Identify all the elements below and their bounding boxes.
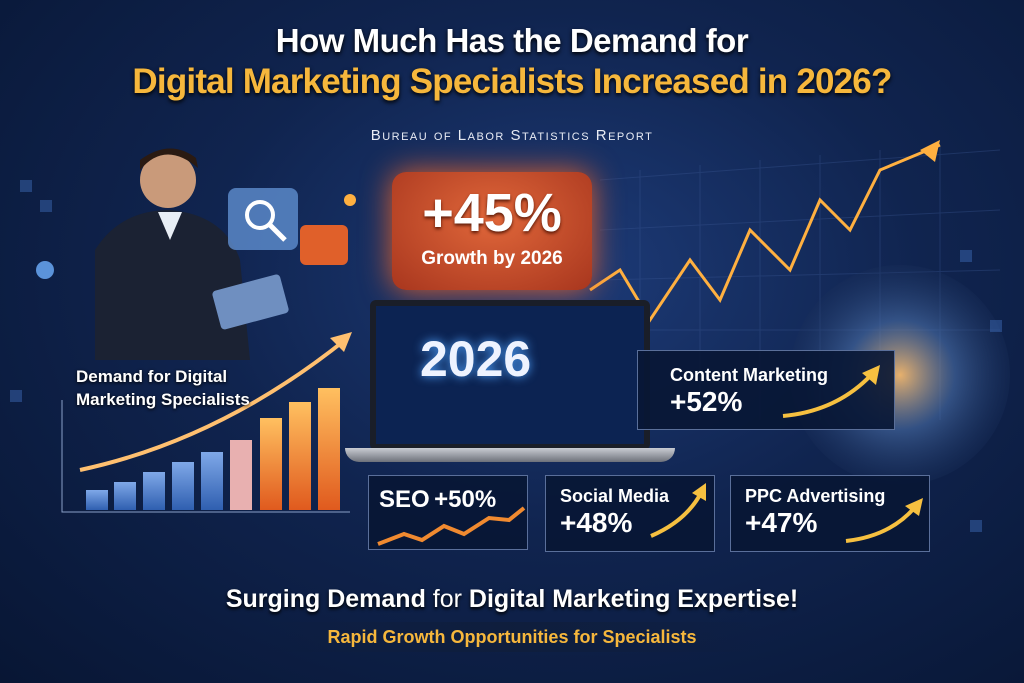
stat-value: +50% [434, 486, 497, 513]
stat-value: +47% [745, 507, 818, 538]
stat-label: Social Media [560, 486, 670, 506]
arrow-up-icon [920, 140, 940, 162]
subtitle: Bureau of Labor Statistics Report [370, 127, 654, 144]
tablet-icon [212, 274, 289, 330]
chat-icon [300, 225, 348, 265]
stat-ppc-advertising: PPC Advertising +47% [730, 475, 930, 552]
stat-label: SEO [379, 486, 430, 513]
title-line-2: Digital Marketing Specialists Increased … [132, 62, 892, 101]
title-line-1: How Much Has the Demand for [275, 22, 749, 59]
headline-part: for [425, 585, 469, 613]
stat-value: +52% [670, 386, 743, 417]
laptop-year: 2026 [420, 331, 532, 387]
growth-callout: +45% Growth by 2026 [392, 172, 592, 290]
search-icon [228, 188, 298, 250]
trend-line-icon [377, 506, 526, 546]
arrow-up-icon [845, 498, 923, 543]
demand-label: Demand for Digital Marketing Specialists [76, 365, 250, 411]
stat-label: PPC Advertising [745, 486, 886, 506]
laptop-screen [370, 300, 650, 450]
stat-content-marketing: Content Marketing +52% [637, 350, 895, 430]
growth-label: Growth by 2026 [421, 248, 563, 269]
stat-value: +48% [560, 507, 633, 538]
footer-headline: Surging Demand for Digital Marketing Exp… [0, 585, 1024, 614]
stat-social-media: Social Media +48% [545, 475, 715, 552]
laptop-keyboard [345, 448, 675, 462]
globe-icon [790, 265, 1010, 485]
growth-value: +45% [422, 183, 562, 243]
headline-part: Surging Demand [225, 585, 426, 613]
demand-label-line-1: Demand for Digital [76, 367, 228, 386]
footer-tagline: Rapid Growth Opportunities for Specialis… [262, 622, 762, 652]
arrow-up-icon [782, 365, 880, 418]
headline-part: Digital Marketing Expertise! [468, 585, 799, 613]
stat-label: Content Marketing [670, 365, 829, 385]
businessman-figure [95, 148, 250, 360]
arrow-up-icon [650, 483, 706, 538]
demand-bars [86, 388, 340, 510]
demand-label-line-2: Marketing Specialists [76, 390, 250, 409]
stat-seo: SEO +50% [368, 475, 528, 550]
